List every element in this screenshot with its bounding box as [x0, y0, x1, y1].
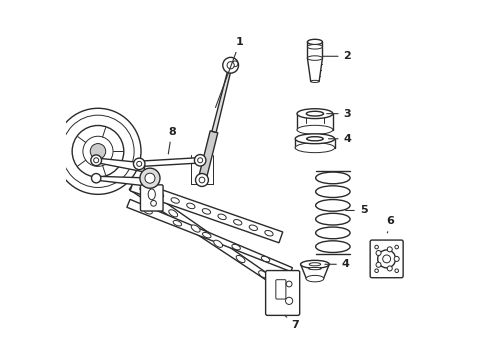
Ellipse shape: [202, 208, 211, 214]
Circle shape: [72, 126, 124, 177]
Ellipse shape: [173, 220, 182, 226]
Circle shape: [387, 247, 392, 252]
Text: 3: 3: [327, 109, 351, 119]
Ellipse shape: [249, 225, 257, 230]
Circle shape: [137, 161, 142, 166]
Ellipse shape: [295, 134, 335, 144]
Ellipse shape: [307, 137, 323, 141]
Circle shape: [395, 269, 398, 273]
Circle shape: [195, 154, 206, 166]
Circle shape: [55, 108, 141, 194]
Ellipse shape: [187, 203, 195, 209]
Circle shape: [394, 256, 399, 261]
Circle shape: [92, 174, 101, 183]
Circle shape: [62, 115, 134, 188]
Ellipse shape: [144, 208, 152, 214]
Text: 2: 2: [323, 51, 351, 61]
Text: 1: 1: [216, 37, 244, 108]
Ellipse shape: [169, 210, 178, 217]
Ellipse shape: [148, 189, 155, 200]
Circle shape: [199, 177, 205, 183]
Circle shape: [375, 269, 378, 273]
Circle shape: [91, 155, 101, 166]
Ellipse shape: [295, 143, 335, 153]
Ellipse shape: [261, 256, 270, 262]
Circle shape: [196, 174, 208, 186]
Circle shape: [140, 168, 160, 188]
Polygon shape: [129, 181, 290, 293]
Ellipse shape: [191, 225, 200, 232]
Circle shape: [376, 262, 381, 267]
Ellipse shape: [140, 187, 148, 192]
Circle shape: [227, 62, 234, 69]
Ellipse shape: [307, 45, 322, 49]
Ellipse shape: [218, 214, 226, 220]
Circle shape: [90, 144, 106, 159]
Circle shape: [133, 158, 145, 170]
Ellipse shape: [316, 199, 350, 211]
Text: 5: 5: [345, 206, 368, 216]
Ellipse shape: [155, 192, 164, 198]
Ellipse shape: [202, 233, 211, 238]
Ellipse shape: [147, 194, 155, 202]
Ellipse shape: [316, 227, 350, 239]
Circle shape: [223, 57, 239, 73]
Text: 8: 8: [168, 127, 175, 154]
Ellipse shape: [311, 80, 319, 82]
Circle shape: [383, 255, 391, 263]
Circle shape: [145, 173, 155, 183]
Ellipse shape: [300, 260, 329, 268]
Polygon shape: [139, 158, 200, 167]
Circle shape: [286, 281, 292, 287]
Ellipse shape: [307, 56, 322, 60]
Circle shape: [395, 245, 398, 249]
Ellipse shape: [309, 263, 320, 266]
Circle shape: [387, 266, 392, 271]
Ellipse shape: [259, 271, 268, 278]
Ellipse shape: [234, 220, 242, 225]
Ellipse shape: [232, 244, 241, 250]
Circle shape: [94, 158, 98, 163]
Circle shape: [151, 201, 156, 206]
Ellipse shape: [265, 230, 273, 236]
Circle shape: [286, 297, 293, 305]
Ellipse shape: [309, 267, 321, 270]
Ellipse shape: [316, 241, 350, 252]
Polygon shape: [130, 180, 283, 243]
Ellipse shape: [307, 39, 322, 45]
Circle shape: [375, 245, 378, 249]
Polygon shape: [96, 176, 145, 186]
Polygon shape: [198, 131, 218, 181]
FancyBboxPatch shape: [370, 240, 403, 278]
Circle shape: [376, 251, 381, 256]
Ellipse shape: [316, 213, 350, 225]
Circle shape: [83, 136, 113, 166]
Polygon shape: [96, 158, 145, 172]
Ellipse shape: [297, 109, 333, 118]
Circle shape: [378, 250, 395, 268]
Polygon shape: [307, 58, 322, 81]
Text: 6: 6: [387, 216, 394, 233]
Ellipse shape: [306, 111, 323, 116]
Ellipse shape: [306, 275, 324, 282]
FancyBboxPatch shape: [266, 271, 300, 315]
FancyBboxPatch shape: [276, 280, 286, 299]
Ellipse shape: [236, 255, 245, 262]
Circle shape: [232, 61, 238, 67]
Ellipse shape: [297, 125, 333, 134]
Text: 4: 4: [328, 134, 351, 144]
FancyBboxPatch shape: [141, 185, 163, 211]
Polygon shape: [212, 65, 232, 132]
Ellipse shape: [171, 198, 179, 203]
Text: 7: 7: [285, 315, 299, 330]
Ellipse shape: [316, 172, 350, 184]
Circle shape: [197, 158, 203, 163]
Ellipse shape: [316, 186, 350, 198]
Ellipse shape: [214, 240, 222, 247]
Text: 4: 4: [325, 259, 350, 269]
Polygon shape: [127, 199, 293, 272]
